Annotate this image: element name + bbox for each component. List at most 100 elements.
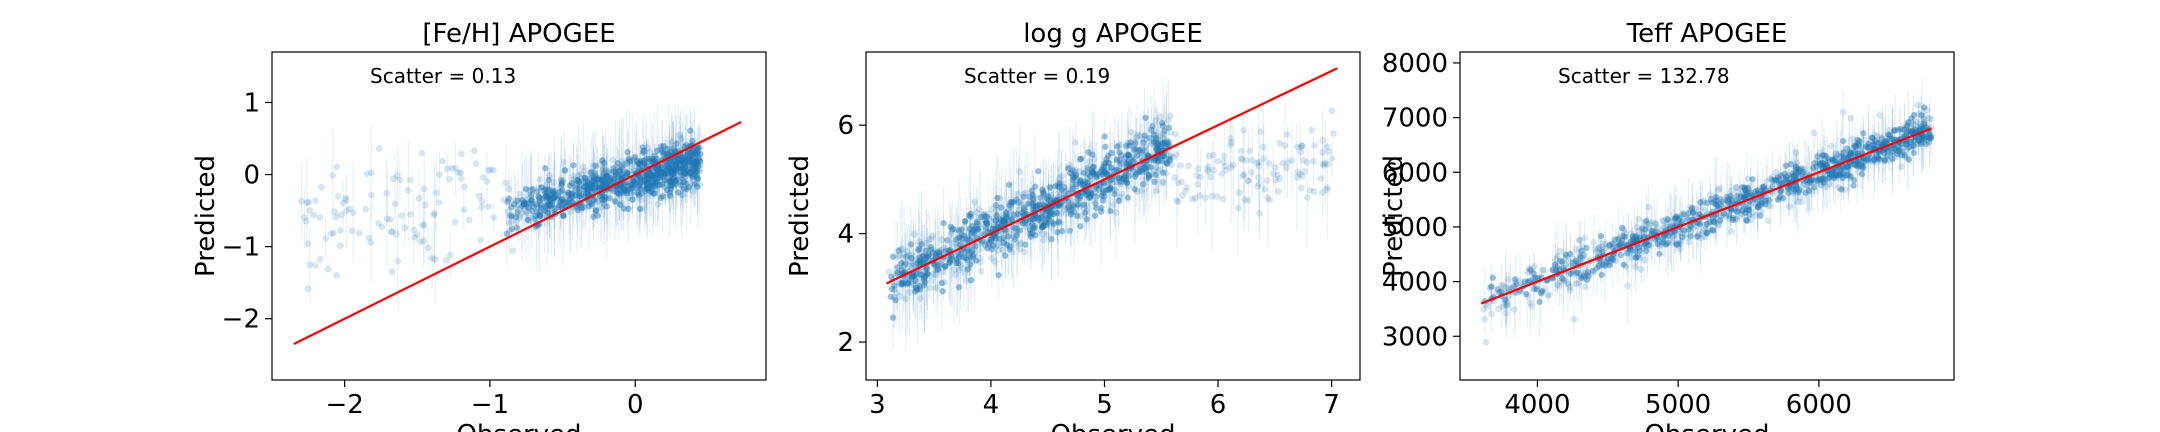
data-point (1140, 139, 1147, 146)
data-point (565, 190, 573, 198)
data-point (1304, 194, 1311, 202)
data-point (645, 171, 651, 178)
data-point (541, 187, 548, 194)
data-point (693, 145, 701, 153)
y-tick-label: 0 (243, 161, 260, 191)
data-point (691, 160, 698, 167)
data-point (1108, 176, 1115, 183)
data-point (947, 257, 954, 263)
data-point (324, 265, 332, 273)
y-tick-label: −1 (222, 233, 260, 263)
data-point (906, 276, 913, 284)
data-point (1136, 132, 1144, 140)
data-point (1080, 181, 1088, 189)
data-point (967, 230, 975, 237)
data-point (594, 212, 601, 220)
panel-1: −2−10−2−101[Fe/H] APOGEEObservedPredicte… (191, 19, 767, 432)
data-point (669, 176, 676, 184)
data-point (1100, 197, 1107, 204)
data-point (1620, 232, 1627, 240)
data-point (1283, 164, 1290, 172)
data-point (1049, 219, 1056, 226)
data-point (670, 145, 677, 152)
data-point (543, 202, 551, 210)
data-point (546, 195, 554, 203)
data-point (666, 163, 673, 171)
data-point (1715, 220, 1722, 228)
data-point (998, 217, 1005, 224)
data-point (667, 163, 675, 171)
data-point (1843, 165, 1851, 173)
data-point (1145, 171, 1153, 179)
data-point (659, 149, 666, 156)
data-point (620, 187, 628, 194)
data-point (1583, 276, 1591, 284)
data-point (668, 169, 676, 177)
data-point (1044, 219, 1051, 226)
data-point (1042, 199, 1049, 206)
data-point (305, 199, 312, 206)
data-point (1031, 202, 1037, 209)
data-point (1703, 229, 1711, 237)
data-point (641, 177, 648, 184)
data-point (1754, 203, 1762, 211)
data-point (512, 196, 519, 204)
data-point (545, 194, 552, 201)
data-point (1777, 172, 1785, 179)
data-point (420, 185, 428, 193)
data-point (659, 173, 667, 181)
data-point (596, 184, 603, 191)
data-point (1088, 190, 1095, 197)
data-point (636, 205, 644, 213)
data-point (997, 216, 1004, 223)
data-point (646, 169, 653, 176)
data-point (982, 217, 989, 224)
data-point (1120, 174, 1128, 182)
data-point (1090, 163, 1098, 171)
data-point (1055, 183, 1062, 190)
data-point (970, 226, 978, 233)
data-point (545, 192, 553, 200)
data-point (1163, 159, 1170, 167)
data-point (910, 272, 917, 280)
data-point (636, 179, 644, 187)
data-point (1310, 157, 1317, 165)
data-point (592, 171, 599, 178)
data-point (1126, 173, 1133, 180)
data-point (545, 176, 553, 184)
data-point (590, 185, 597, 192)
data-point (1113, 143, 1121, 150)
data-point (912, 277, 919, 285)
data-point (1125, 172, 1133, 180)
data-point (1210, 151, 1217, 159)
data-point (585, 185, 593, 192)
data-point (635, 191, 643, 199)
data-point (637, 178, 645, 186)
data-point (551, 193, 559, 201)
data-point (669, 176, 676, 183)
data-point (976, 239, 984, 247)
data-point (1823, 162, 1831, 169)
data-point (1576, 236, 1584, 244)
data-point (1027, 228, 1035, 236)
data-point (1118, 160, 1125, 168)
data-point (1177, 162, 1184, 170)
data-point (973, 218, 981, 226)
data-point (1092, 200, 1099, 207)
data-point (576, 178, 584, 185)
data-point (988, 236, 996, 244)
data-point (1220, 152, 1228, 160)
data-point (1097, 168, 1105, 176)
data-point (666, 164, 672, 171)
data-point (918, 271, 925, 278)
data-point (432, 189, 440, 197)
data-point (584, 178, 591, 186)
data-point (934, 265, 941, 273)
data-point (535, 184, 543, 192)
data-point (1040, 188, 1047, 195)
data-point (668, 182, 675, 190)
data-point (603, 173, 611, 181)
data-point (1039, 236, 1047, 244)
data-point (550, 189, 556, 196)
data-point (522, 185, 530, 193)
